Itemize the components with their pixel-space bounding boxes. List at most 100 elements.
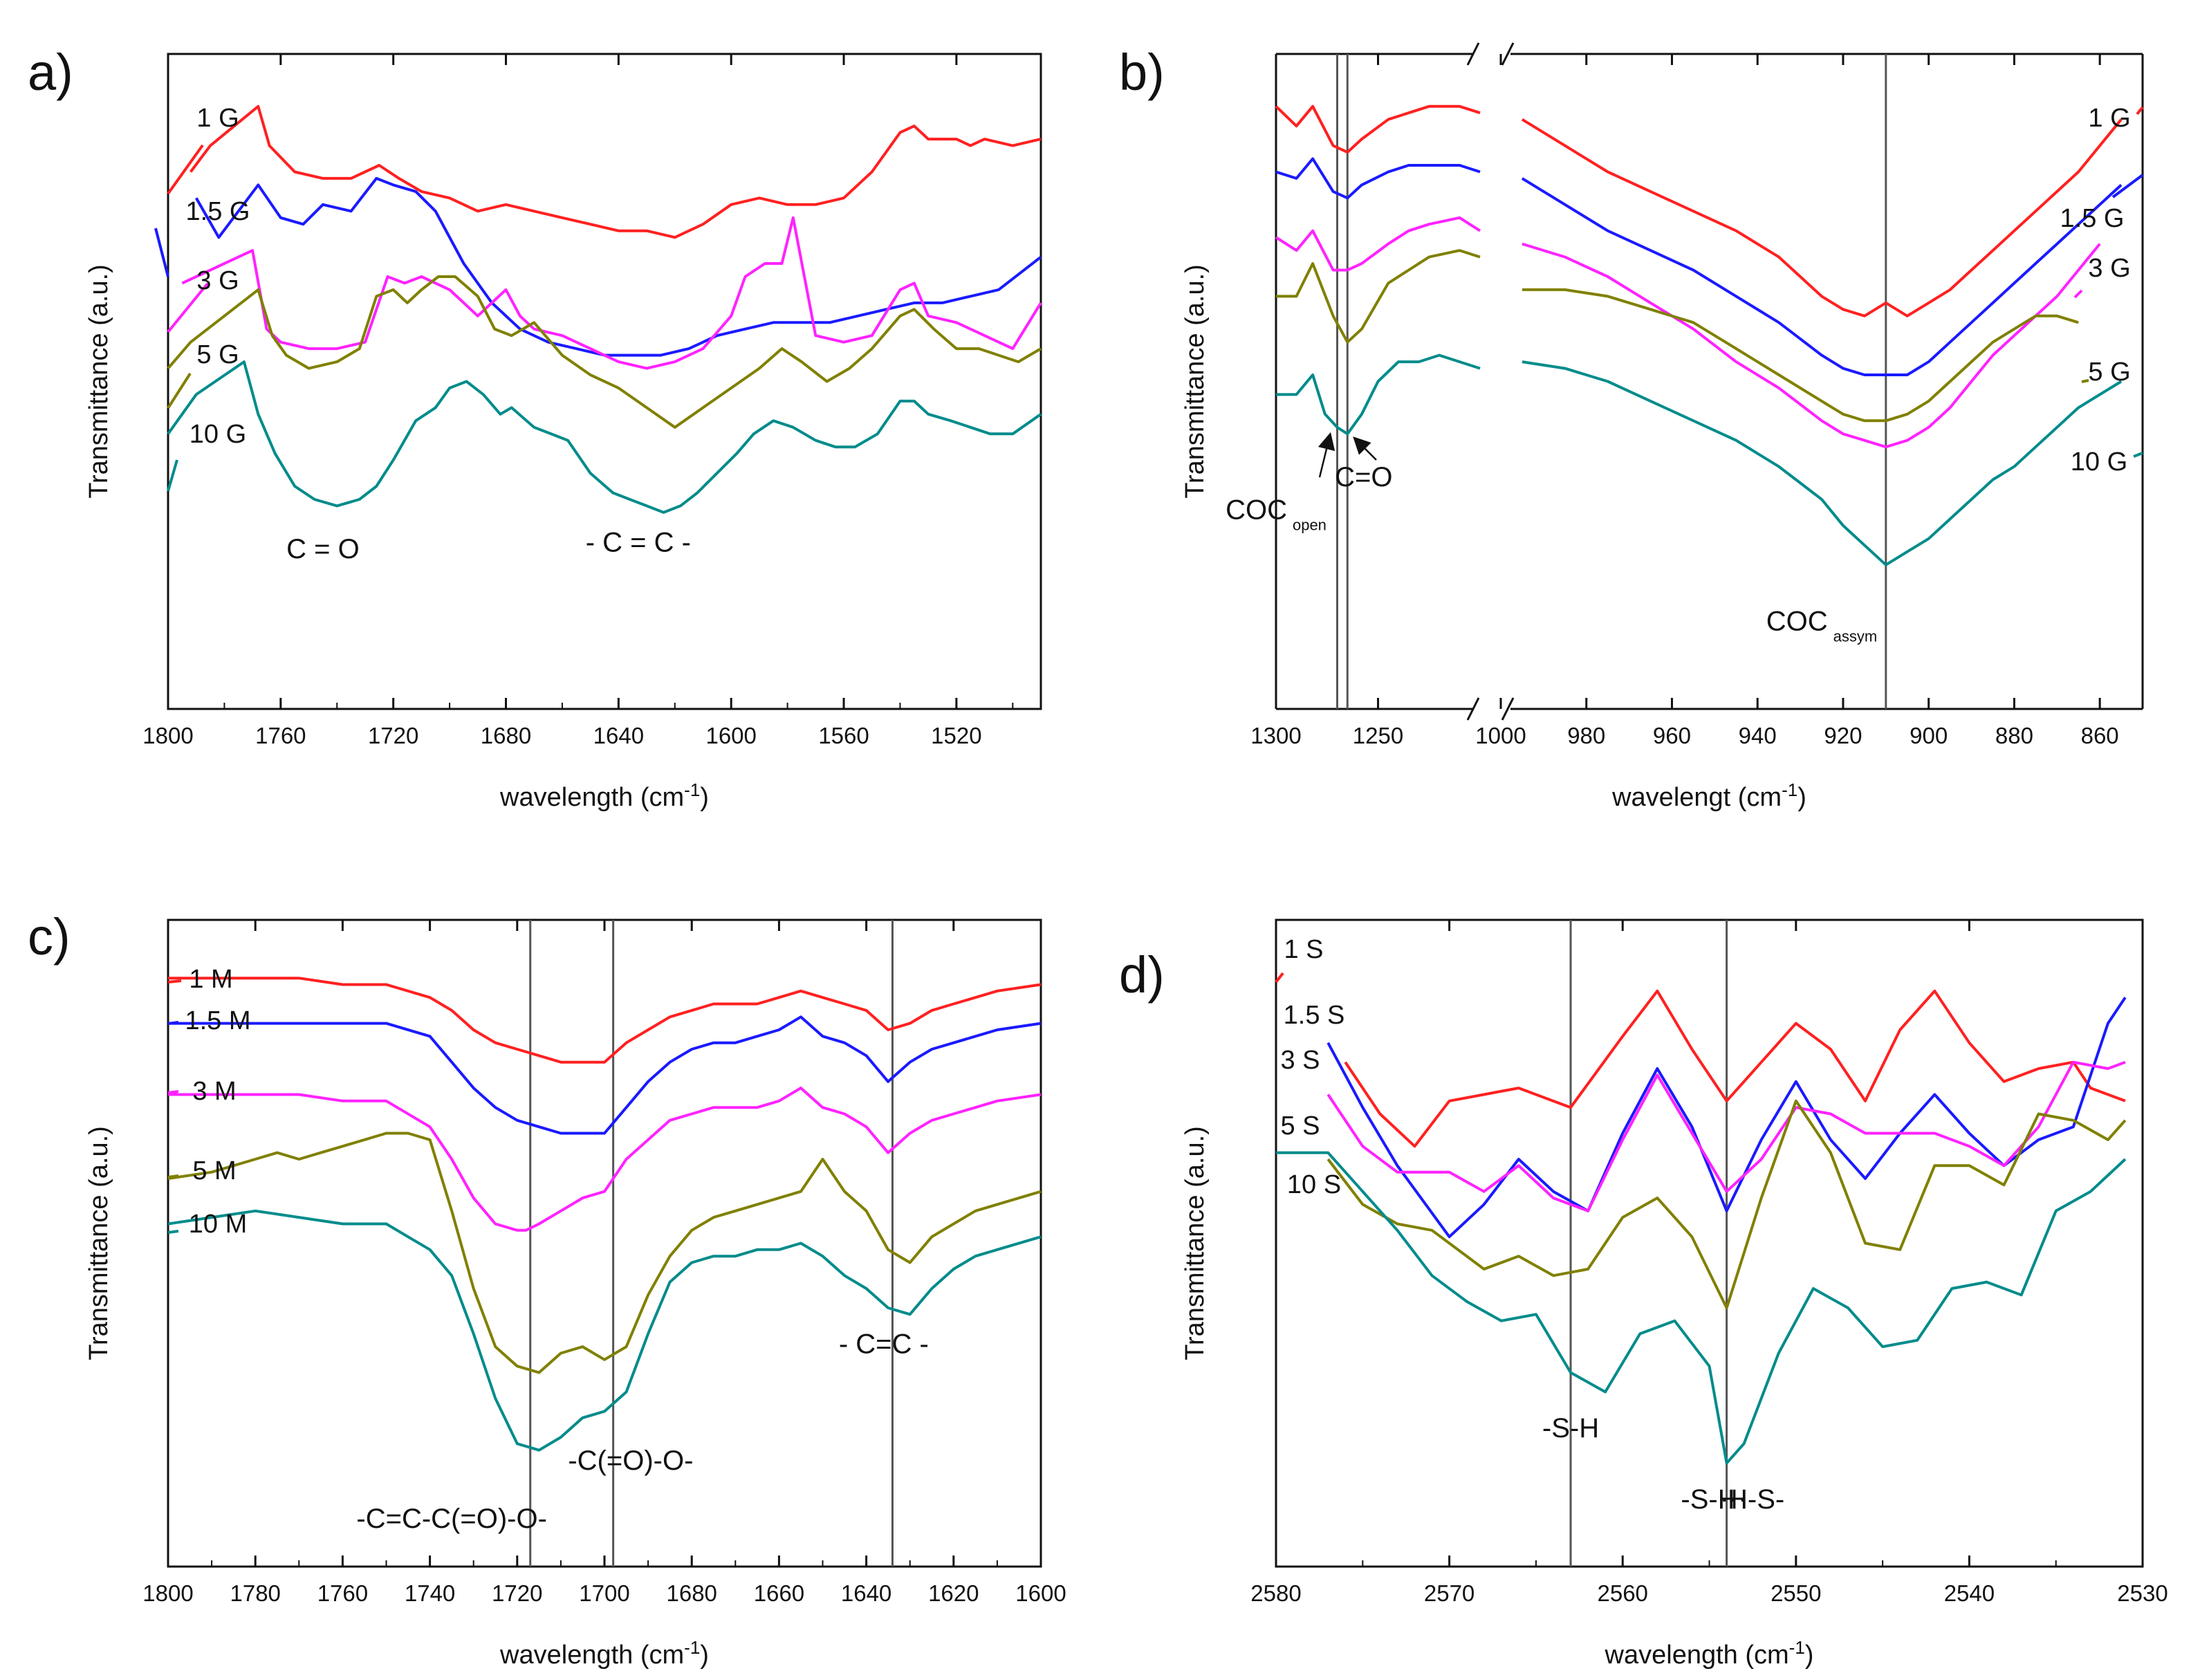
panel-b-series-4-stub xyxy=(2133,452,2143,458)
panel-c-x-tick-label: 1780 xyxy=(230,1580,280,1606)
panel-d-label: d) xyxy=(1119,946,1165,1004)
panel-b-x-tick-label: 1000 xyxy=(1475,723,1526,748)
panel-b-x-tick-label: 1300 xyxy=(1250,723,1301,748)
panel-a-series-3-line xyxy=(167,275,1042,429)
panel-a-x-tick-label: 1760 xyxy=(255,723,306,748)
panel-a-x-tick-label: 1680 xyxy=(481,723,531,748)
panel-d-series-label: 1 S xyxy=(1284,935,1323,964)
panel-d-annotation: ⋯ xyxy=(1720,1484,1748,1515)
panel-b-annotation: COC assym xyxy=(1766,606,1877,645)
panel-c-label: c) xyxy=(28,908,71,966)
panel-a-series-2-line xyxy=(181,216,1042,370)
panel-c-annotation: - C=C - xyxy=(839,1329,929,1359)
panel-c-x-tick-label: 1660 xyxy=(754,1580,804,1606)
panel-d-y-axis-title: Transmittance (a.u.) xyxy=(1181,1126,1210,1360)
panel-b-series-3-stub xyxy=(2081,379,2089,383)
panel-c-x-tick-label: 1740 xyxy=(405,1580,455,1606)
panel-b-axis-break-mark xyxy=(1501,697,1515,721)
panel-a-x-tick-label: 1520 xyxy=(931,723,981,748)
panel-b-series-label: 1.5 G xyxy=(2060,204,2125,233)
panel-c-series-label: 5 M xyxy=(192,1156,236,1185)
panel-b-annotation: C=O xyxy=(1335,462,1392,492)
panel-b-x-tick-label: 1250 xyxy=(1353,723,1403,748)
panel-c-annotation: -C=C-C(=O)-O- xyxy=(356,1504,547,1534)
panel-c-series-1-stub xyxy=(167,1021,179,1025)
panel-b-x-tick-label: 960 xyxy=(1653,723,1691,748)
panel-b-series-1-stub xyxy=(2111,174,2144,199)
panel-a-x-tick-label: 1800 xyxy=(142,723,193,748)
panel-a-series-0-line xyxy=(190,104,1042,239)
panel-a-series-label: 1.5 G xyxy=(186,197,250,226)
panel-d-annotation: -S-H xyxy=(1542,1413,1599,1443)
panel-d-x-tick-label: 2580 xyxy=(1250,1580,1301,1606)
panel-a-x-tick-label: 1720 xyxy=(368,723,418,748)
panel-b-x-axis-title: wavelengt (cm-1) xyxy=(1611,779,1806,812)
panel-d-series-0-line xyxy=(1344,989,2126,1148)
panel-d-x-axis-title: wavelength (cm-1) xyxy=(1605,1637,1814,1670)
panel-c-series-3-line xyxy=(167,1132,1042,1374)
panel-c-series-label: 10 M xyxy=(189,1210,247,1239)
panel-a-series-3-stub xyxy=(167,372,192,409)
panel-a-series-label: 1 G xyxy=(196,104,239,133)
panel-a-series-label: 3 G xyxy=(196,266,239,295)
panel-b-axis-break-mark xyxy=(1466,697,1480,721)
panel-d-x-tick-label: 2570 xyxy=(1424,1580,1475,1606)
panel-d-series-label: 1.5 S xyxy=(1284,1001,1345,1030)
panel-b-series-label: 3 G xyxy=(2088,254,2130,283)
panel-b-series-3-line xyxy=(1276,249,2079,423)
panel-b-x-tick-label: 920 xyxy=(1824,723,1862,748)
panel-c-series-label: 3 M xyxy=(192,1077,236,1106)
panel-b-series-1-line xyxy=(1275,157,2123,376)
panel-c-x-tick-label: 1700 xyxy=(579,1580,629,1606)
panel-c-series-1-line xyxy=(168,1015,1042,1135)
panel-c-x-tick-label: 1720 xyxy=(492,1580,542,1606)
panel-c-series-0-line xyxy=(168,977,1042,1064)
panel-c-series-3-stub xyxy=(167,1174,179,1179)
panel-c-x-tick-label: 1600 xyxy=(1015,1580,1066,1606)
panel-c-series-4-line xyxy=(167,1209,1042,1452)
panel-a-series-1-line xyxy=(194,176,1042,357)
panel-d-annotation: H-S- xyxy=(1728,1484,1784,1515)
panel-d-annotation: -S-H xyxy=(1681,1484,1737,1515)
panel-b-series-2-line xyxy=(1275,216,2101,449)
panel-c-series-2-line xyxy=(168,1087,1042,1232)
panel-d-x-tick-label: 2530 xyxy=(2117,1580,2168,1606)
panel-a-series-0-stub xyxy=(167,144,204,195)
panel-a-y-axis-title: Transmittance (a.u.) xyxy=(84,264,113,499)
panel-c-annotation: -C(=O)-O- xyxy=(568,1446,693,1476)
panel-a-annotation: C = O xyxy=(286,534,360,564)
panel-b-series-4-line xyxy=(1276,353,2123,566)
panel-d-series-2-line xyxy=(1327,1060,2126,1212)
panel-b-arrow-coc-open xyxy=(1318,432,1335,478)
panel-c-y-axis-title: Transmittance (a.u.) xyxy=(84,1126,113,1360)
panel-d-series-4-line xyxy=(1276,1151,2127,1465)
panel-b-series-label: 1 G xyxy=(2088,104,2130,133)
panel-c-series-label: 1.5 M xyxy=(185,1006,250,1035)
panel-b-x-tick-label: 900 xyxy=(1910,723,1948,748)
panel-a-label: a) xyxy=(28,44,73,101)
panel-a-frame xyxy=(167,53,1042,710)
panel-a-x-tick-label: 1600 xyxy=(705,723,756,748)
panel-d-x-tick-label: 2540 xyxy=(1944,1580,1995,1606)
panel-d-series-label: 3 S xyxy=(1280,1046,1320,1075)
panel-d-x-tick-label: 2550 xyxy=(1771,1580,1821,1606)
panel-b-x-tick-label: 980 xyxy=(1567,723,1605,748)
panel-a-x-tick-label: 1640 xyxy=(593,723,644,748)
panel-c-x-tick-label: 1760 xyxy=(317,1580,368,1606)
panel-b-series-0-stub xyxy=(2136,106,2144,116)
panel-a-series-label: 10 G xyxy=(190,420,246,449)
panel-a-x-tick-label: 1560 xyxy=(818,723,869,748)
panel-c-series-label: 1 M xyxy=(189,965,232,994)
panel-b-axis-break-mark xyxy=(1501,42,1515,66)
panel-b-series-2-stub xyxy=(2073,289,2083,299)
panel-b-axis-break-mark xyxy=(1466,42,1480,66)
panel-a-series-4-stub xyxy=(167,459,178,492)
panel-d-series-0-stub xyxy=(1275,972,1284,984)
panel-c-series-4-stub xyxy=(167,1230,179,1234)
panel-c-series-0-stub xyxy=(167,979,182,984)
panel-b-series-label: 5 G xyxy=(2088,358,2130,387)
panel-c-x-tick-label: 1800 xyxy=(142,1580,193,1606)
panel-a-series-label: 5 G xyxy=(196,340,239,369)
panel-c-x-tick-label: 1640 xyxy=(841,1580,891,1606)
